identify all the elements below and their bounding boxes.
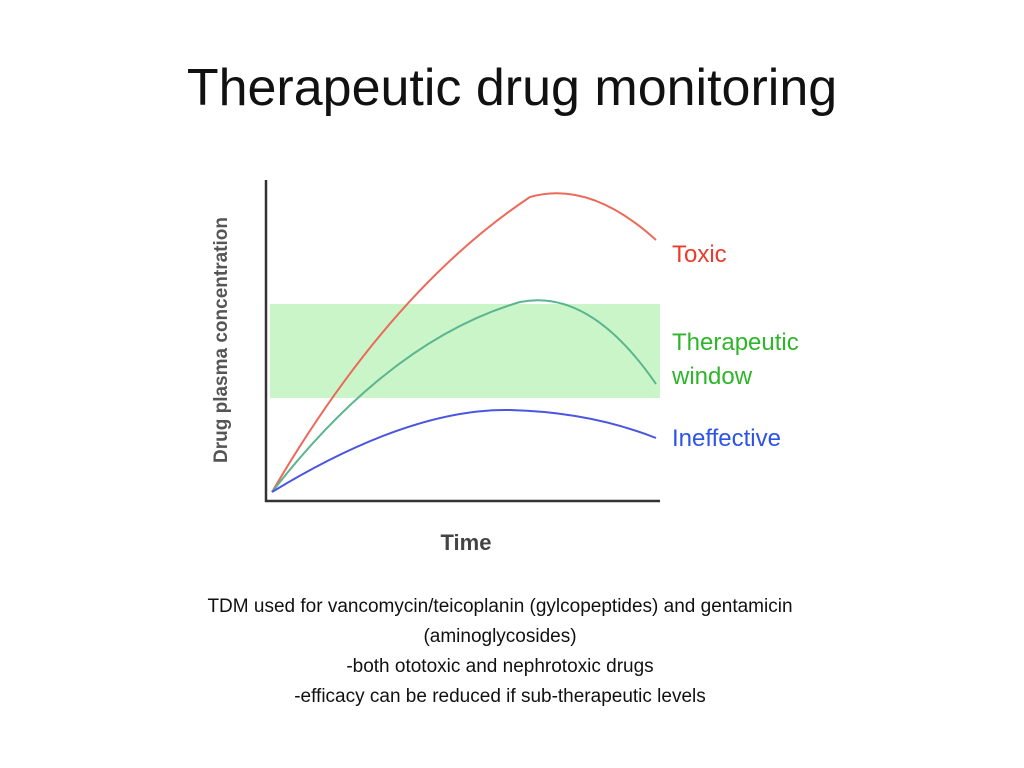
- therapeutic-window-label-line2: window: [671, 363, 753, 390]
- therapeutic-curve: [271, 299, 657, 493]
- x-axis-label: Time: [441, 530, 492, 555]
- concentration-time-diagram: Drug plasma concentration Time Toxic The…: [211, 180, 799, 555]
- therapeutic-window-label-line1: Therapeutic: [672, 329, 799, 356]
- ineffective-curve: [271, 408, 657, 493]
- slide-title: Therapeutic drug monitoring: [186, 59, 838, 117]
- caption: TDM used for vancomycin/teicoplanin (gyl…: [0, 592, 1000, 712]
- toxic-curve: [271, 192, 657, 493]
- caption-line-2: (aminoglycosides): [423, 626, 577, 647]
- ineffective-label: Ineffective: [672, 425, 781, 452]
- therapeutic-window-band: [270, 304, 660, 398]
- caption-line-1: TDM used for vancomycin/teicoplanin (gyl…: [207, 596, 793, 617]
- caption-line-4: -efficacy can be reduced if sub-therapeu…: [294, 686, 706, 707]
- caption-line-3: -both ototoxic and nephrotoxic drugs: [346, 656, 654, 677]
- toxic-label: Toxic: [672, 241, 727, 268]
- y-axis-label: Drug plasma concentration: [211, 217, 232, 463]
